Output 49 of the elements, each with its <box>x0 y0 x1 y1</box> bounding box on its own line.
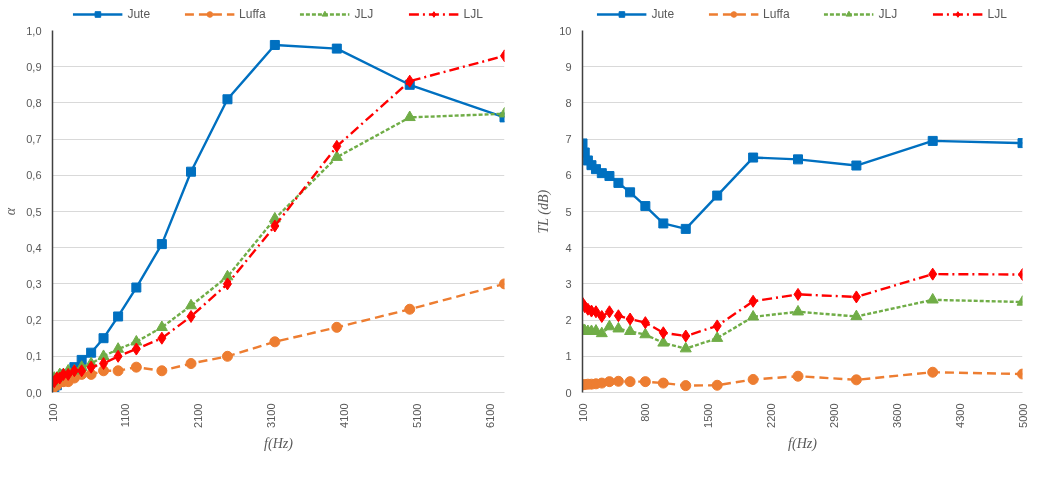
x-tick-label: 4100 <box>338 403 351 428</box>
legend-label: JLJ <box>354 7 375 21</box>
y-tick-label: 3 <box>565 277 572 290</box>
x-tick-label: 6100 <box>483 403 496 428</box>
x-tick-label: 100 <box>46 403 59 422</box>
x-tick-label: 5000 <box>1016 403 1029 428</box>
legend-label: Luffa <box>239 7 266 21</box>
y-tick-label: 7 <box>565 133 572 146</box>
legend-label: Luffa <box>763 7 790 21</box>
x-tick-label: 2900 <box>827 403 840 428</box>
y-tick-label: 0 <box>565 386 572 399</box>
x-tick-label: 3600 <box>890 403 903 428</box>
y-tick-label: 5 <box>565 205 572 218</box>
x-tick-label: 4300 <box>953 403 966 428</box>
legend-label: Jute <box>651 7 675 21</box>
x-axis-title: f(Hz) <box>788 435 818 452</box>
x-tick-label: 1500 <box>702 403 715 428</box>
y-tick-label: 0,2 <box>26 314 42 327</box>
y-tick-label: 0,7 <box>26 133 42 146</box>
legend-label: Jute <box>127 7 151 21</box>
y-tick-label: 8 <box>565 96 572 109</box>
x-axis-title: f(Hz) <box>264 435 294 452</box>
y-tick-label: 6 <box>565 169 572 182</box>
y-tick-label: 0,3 <box>26 277 42 290</box>
legend-label: LJL <box>463 7 484 21</box>
y-tick-label: 9 <box>565 60 572 73</box>
y-tick-label: 10 <box>559 24 572 37</box>
y-tick-label: 0,8 <box>26 96 42 109</box>
x-tick-label: 2200 <box>765 403 778 428</box>
y-tick-label: 4 <box>565 241 572 254</box>
legend-label: JLJ <box>878 7 899 21</box>
x-tick-label: 3100 <box>265 403 278 428</box>
y-tick-label: 2 <box>565 314 572 327</box>
x-tick-label: 100 <box>576 403 589 422</box>
x-tick-label: 5100 <box>411 403 424 428</box>
y-tick-label: 0,6 <box>26 169 42 182</box>
y-tick-label: 1 <box>565 350 572 363</box>
y-tick-label: 0,1 <box>26 350 42 363</box>
y-tick-label: 0,0 <box>26 386 42 399</box>
x-tick-label: 1100 <box>119 403 132 428</box>
y-axis-title: α <box>3 207 19 216</box>
y-tick-label: 0,4 <box>26 241 42 254</box>
legend-label: LJL <box>987 7 1008 21</box>
y-tick-label: 1,0 <box>26 24 42 37</box>
y-tick-label: 0,9 <box>26 60 42 73</box>
x-tick-label: 800 <box>639 403 652 422</box>
y-tick-label: 0,5 <box>26 205 42 218</box>
x-tick-label: 2100 <box>192 403 205 428</box>
y-axis-title: TL (dB) <box>536 189 553 234</box>
